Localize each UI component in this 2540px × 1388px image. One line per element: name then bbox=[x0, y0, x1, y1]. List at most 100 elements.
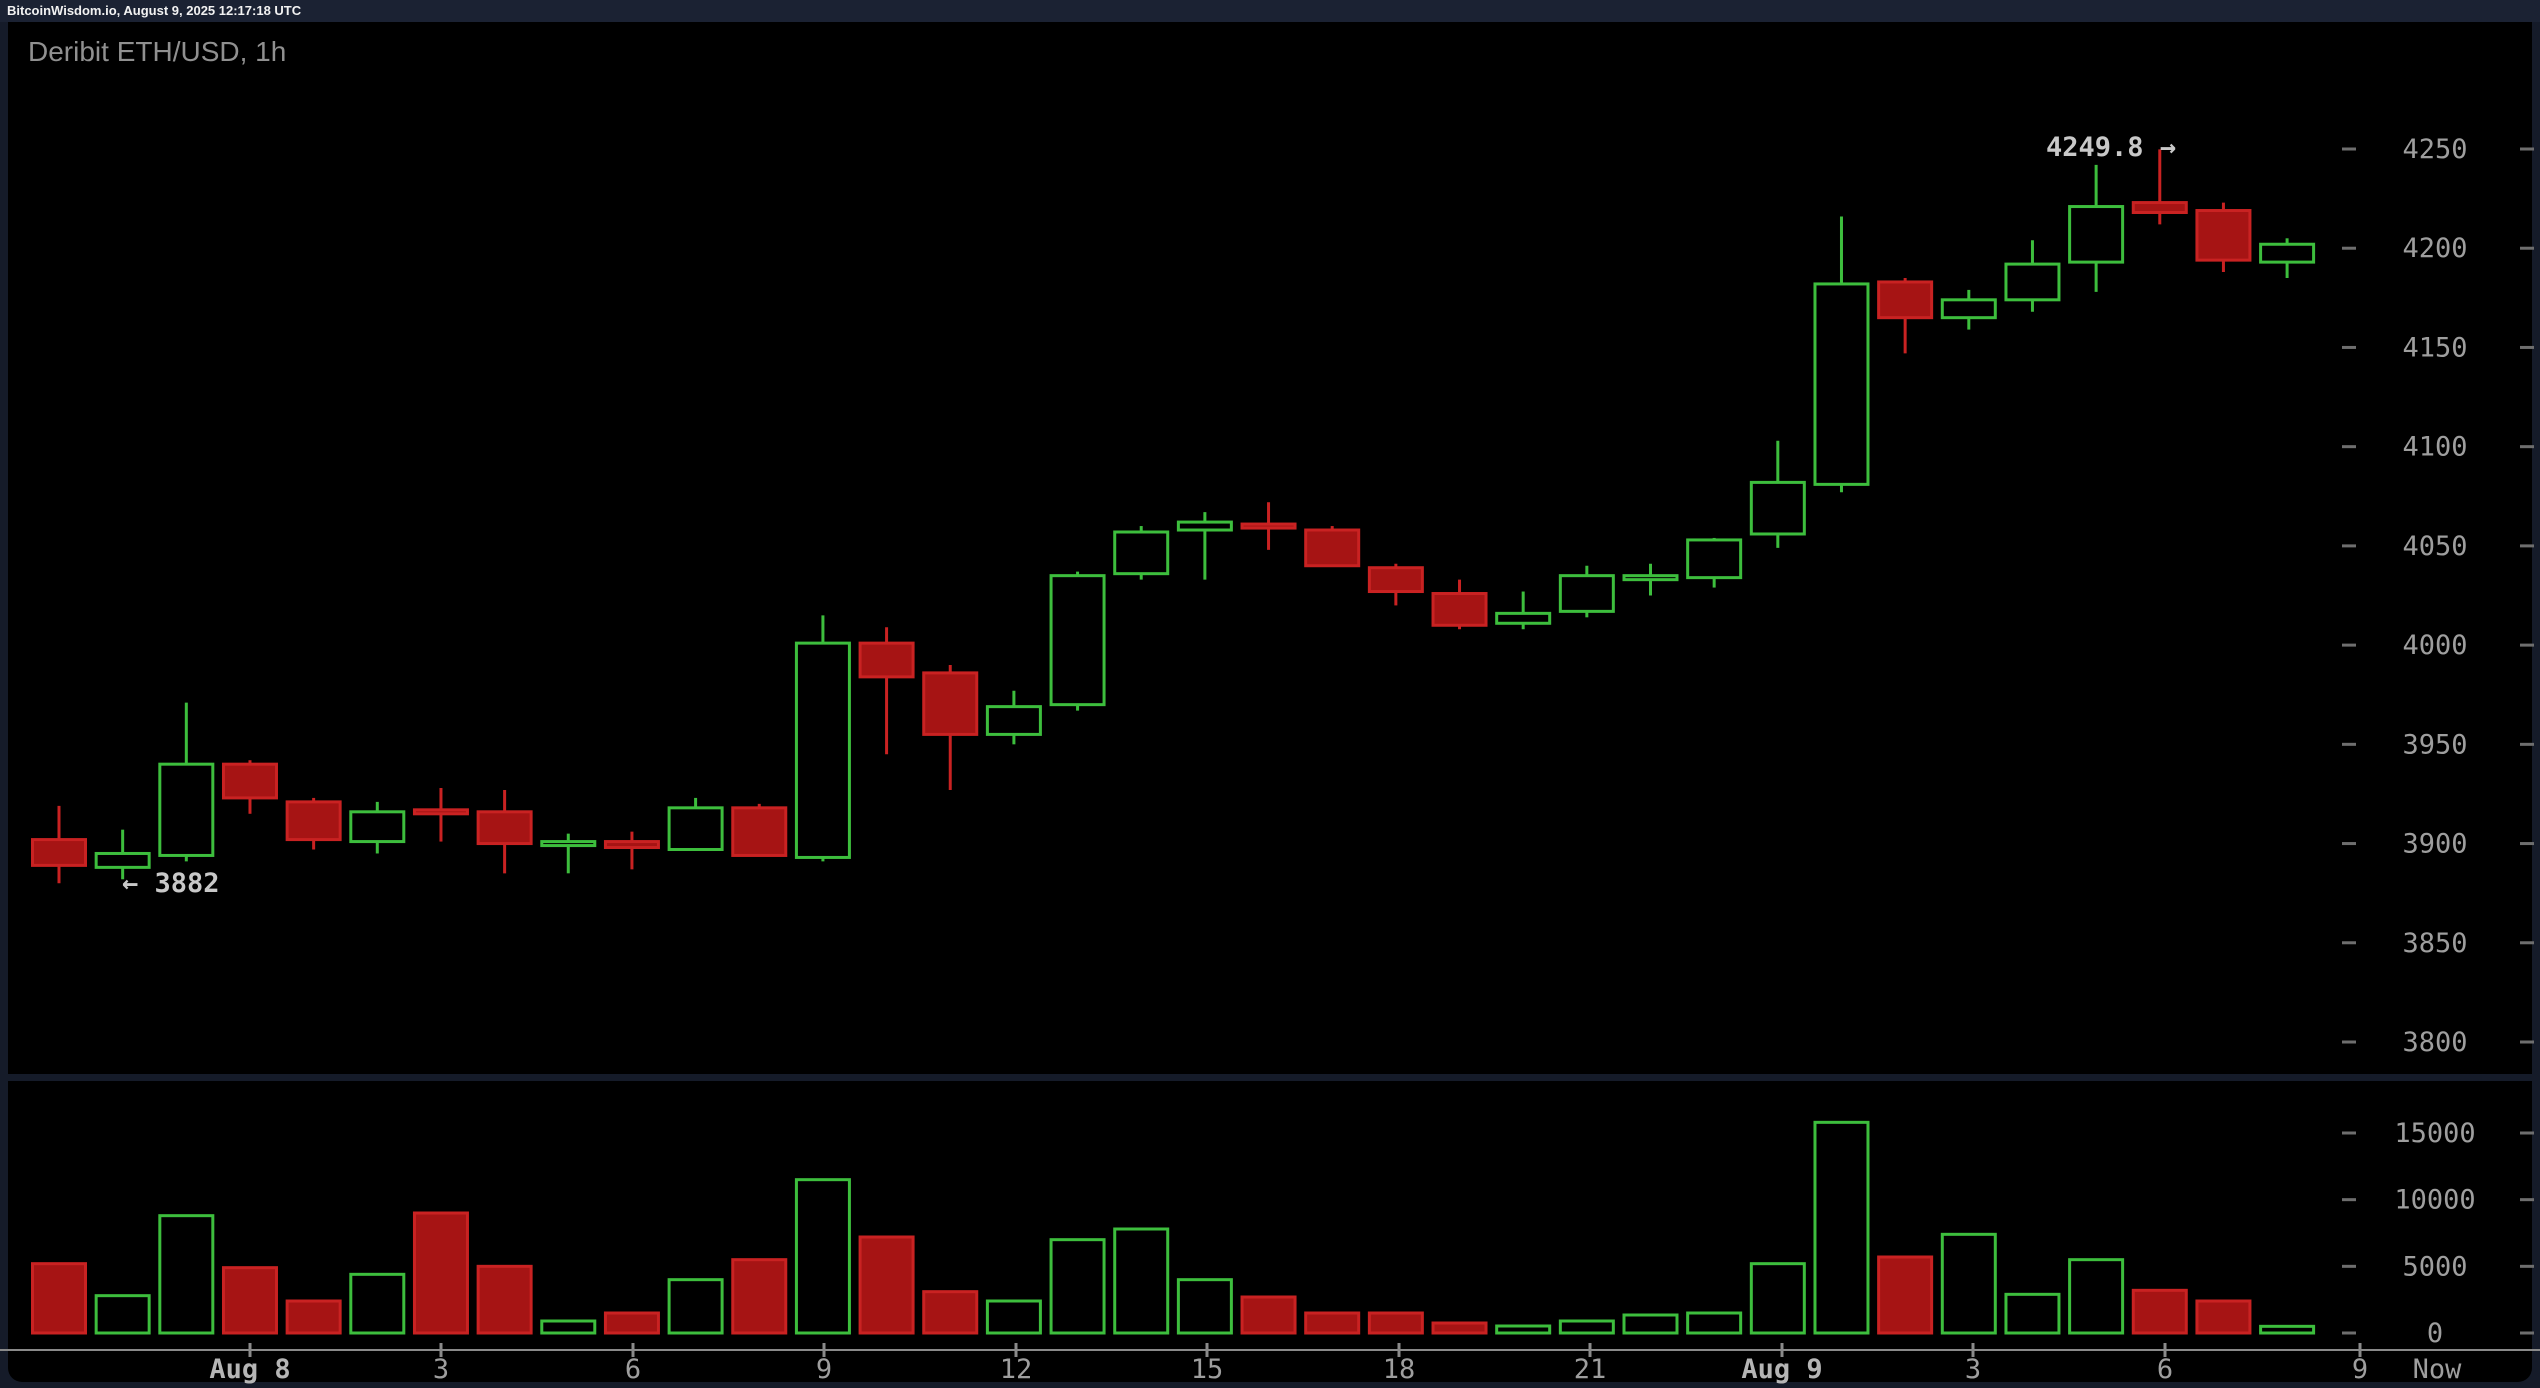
volume-axis-label: 10000 bbox=[2394, 1185, 2475, 1216]
time-axis-label: Aug 8 bbox=[209, 1354, 290, 1385]
volume-bar-up bbox=[1049, 1238, 1106, 1335]
volume-bar-up bbox=[1558, 1319, 1615, 1335]
candle-body-up bbox=[540, 840, 597, 848]
volume-bar-up bbox=[1749, 1262, 1806, 1335]
price-axis-label: 4050 bbox=[2402, 531, 2467, 562]
price-axis-label: 3950 bbox=[2402, 729, 2467, 760]
status-bar: BitcoinWisdom.io, August 9, 2025 12:17:1… bbox=[0, 0, 2540, 22]
volume-bar-down bbox=[1240, 1295, 1297, 1335]
time-axis-label: 15 bbox=[1191, 1354, 1224, 1385]
candle-body-up bbox=[1495, 611, 1552, 625]
volume-bar-down bbox=[731, 1258, 788, 1335]
volume-bar-up bbox=[2259, 1324, 2316, 1335]
candle-body-down bbox=[922, 671, 979, 736]
volume-bar-up bbox=[667, 1278, 724, 1335]
candle-body-up bbox=[1622, 574, 1679, 582]
candle-body-up bbox=[985, 705, 1042, 736]
volume-bar-up bbox=[540, 1319, 597, 1335]
candle-body-down bbox=[285, 800, 342, 842]
time-axis-label: 3 bbox=[1965, 1354, 1981, 1385]
volume-axis-label: 15000 bbox=[2394, 1118, 2475, 1149]
candle-body-up bbox=[794, 641, 851, 859]
candle-body-up bbox=[1558, 574, 1615, 613]
volume-bar-down bbox=[603, 1311, 660, 1335]
candle-body-down bbox=[1367, 566, 1424, 594]
volume-axis-label: 0 bbox=[2427, 1318, 2443, 1349]
volume-bar-down bbox=[2131, 1288, 2188, 1335]
volume-bar-up bbox=[2004, 1292, 2061, 1335]
panel-divider bbox=[8, 1074, 2532, 1081]
volume-bar-down bbox=[1877, 1255, 1934, 1335]
volume-bar-up bbox=[1495, 1324, 1552, 1335]
volume-bar-down bbox=[412, 1211, 469, 1335]
candle-body-down bbox=[412, 808, 469, 816]
candle-body-down bbox=[2195, 209, 2252, 262]
time-axis-label: 18 bbox=[1383, 1354, 1416, 1385]
candle-body-up bbox=[1686, 538, 1743, 580]
candle-body-up bbox=[1113, 530, 1170, 576]
candle-body-up bbox=[2004, 262, 2061, 302]
volume-bar-up bbox=[158, 1214, 215, 1335]
volume-bar-down bbox=[1367, 1311, 1424, 1335]
candle-body-up bbox=[1813, 282, 1870, 486]
time-axis-label: 6 bbox=[625, 1354, 641, 1385]
volume-bar-up bbox=[1113, 1227, 1170, 1335]
volume-bar-down bbox=[2195, 1299, 2252, 1335]
candle-body-down bbox=[1304, 528, 1361, 568]
volume-bar-up bbox=[94, 1294, 151, 1335]
time-axis-label: 21 bbox=[1574, 1354, 1607, 1385]
candle-body-down bbox=[2131, 201, 2188, 215]
candle-body-down bbox=[1877, 280, 1934, 320]
candle-body-up bbox=[349, 810, 406, 844]
time-axis-label: Aug 9 bbox=[1741, 1354, 1822, 1385]
volume-bar-down bbox=[476, 1264, 533, 1335]
volume-bar-up bbox=[985, 1299, 1042, 1335]
candle-body-down bbox=[858, 641, 915, 679]
candle-body-down bbox=[476, 810, 533, 846]
volume-bar-down bbox=[858, 1235, 915, 1335]
time-axis-label: 9 bbox=[816, 1354, 832, 1385]
volume-bar-down bbox=[922, 1290, 979, 1335]
price-axis-label: 3900 bbox=[2402, 829, 2467, 860]
time-axis-label: 3 bbox=[433, 1354, 449, 1385]
chart-title: Deribit ETH/USD, 1h bbox=[28, 36, 287, 67]
volume-bar-up bbox=[1813, 1120, 1870, 1335]
price-axis-label: 4150 bbox=[2402, 332, 2467, 363]
volume-bar-up bbox=[1622, 1313, 1679, 1335]
volume-bar-down bbox=[31, 1262, 87, 1335]
volume-axis-label: 5000 bbox=[2402, 1251, 2467, 1282]
time-axis-label: 6 bbox=[2157, 1354, 2173, 1385]
candle-body-up bbox=[94, 851, 151, 869]
candle-body-up bbox=[1749, 480, 1806, 536]
volume-bar-down bbox=[1304, 1311, 1361, 1335]
candle-body-up bbox=[667, 806, 724, 852]
candle-body-down bbox=[1240, 522, 1297, 530]
candle-body-up bbox=[2068, 205, 2125, 264]
time-axis-label: Now bbox=[2413, 1354, 2463, 1385]
volume-bar-up bbox=[349, 1272, 406, 1335]
price-axis-label: 3800 bbox=[2402, 1027, 2467, 1058]
volume-bar-up bbox=[794, 1178, 851, 1335]
candle-body-up bbox=[1940, 298, 1997, 320]
price-annotation: 4249.8 → bbox=[2046, 132, 2176, 163]
time-axis-label: 9 bbox=[2352, 1354, 2368, 1385]
candle-body-down bbox=[603, 840, 660, 850]
volume-bar-down bbox=[1431, 1321, 1488, 1335]
candle-body-up bbox=[1049, 574, 1106, 707]
candle-body-down bbox=[1431, 592, 1488, 627]
candle-body-up bbox=[2259, 242, 2316, 264]
candle-body-down bbox=[731, 806, 788, 857]
volume-bar-up bbox=[1940, 1232, 1997, 1335]
price-annotation: ← 3882 bbox=[122, 868, 220, 899]
volume-bar-down bbox=[221, 1266, 278, 1335]
price-axis-label: 4250 bbox=[2402, 134, 2467, 165]
time-axis-label: 12 bbox=[1000, 1354, 1033, 1385]
volume-bar-up bbox=[1686, 1311, 1743, 1335]
volume-bar-up bbox=[2068, 1258, 2125, 1335]
candle-body-down bbox=[31, 838, 87, 867]
price-axis-label: 3850 bbox=[2402, 928, 2467, 959]
candle-body-up bbox=[158, 762, 215, 857]
price-axis-label: 4000 bbox=[2402, 630, 2467, 661]
